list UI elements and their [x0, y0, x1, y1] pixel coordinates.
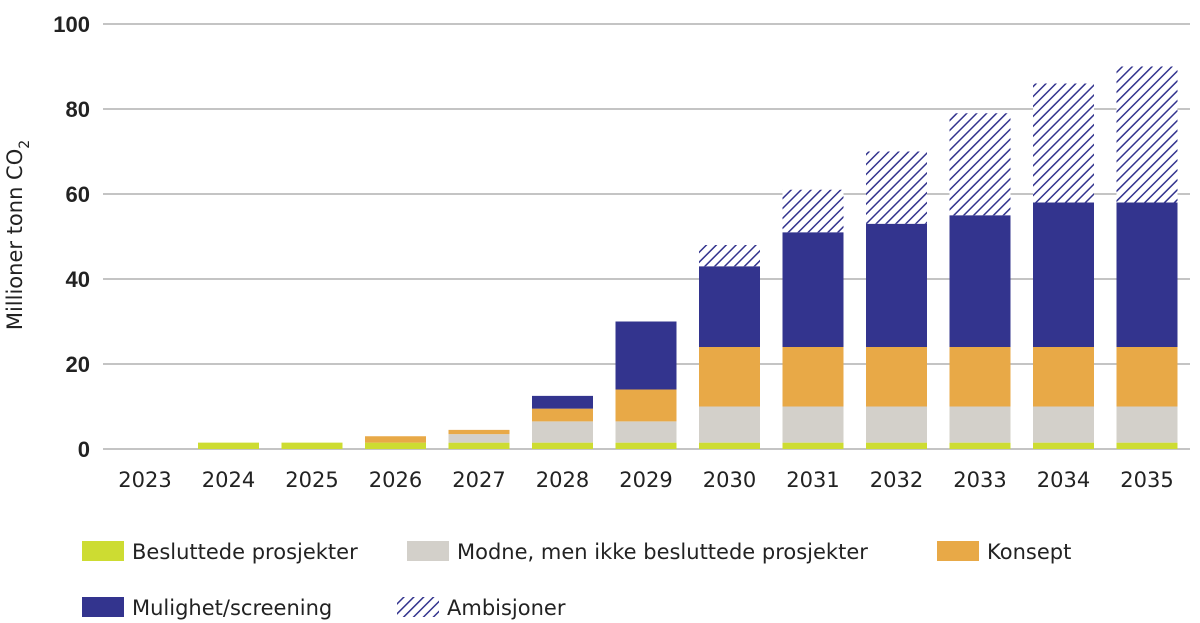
bar-2032-besluttede-prosjekter	[866, 442, 927, 450]
bar-2031-ambisjoner	[782, 189, 844, 233]
bar-2026-konsept	[365, 436, 426, 443]
bar-2032-mulighet-screening	[866, 223, 927, 347]
y-tick-label: 0	[78, 437, 90, 462]
legend-swatch-besluttede-prosjekter	[82, 541, 124, 561]
x-tick-label: 2033	[953, 468, 1006, 492]
bar-2033-modne-men-ikke-besluttede-prosjekter	[949, 406, 1011, 443]
y-tick-label: 80	[66, 97, 90, 122]
bar-2025-besluttede-prosjekter	[281, 442, 343, 450]
legend-swatch-modne-men-ikke-besluttede-prosjekter	[407, 541, 449, 561]
y-tick-label: 60	[66, 182, 90, 207]
bar-2030-mulighet-screening	[699, 266, 760, 347]
y-tick-label: 40	[66, 267, 90, 292]
bar-2029-modne-men-ikke-besluttede-prosjekter	[615, 421, 677, 443]
bar-2028-konsept	[532, 408, 593, 422]
bar-2032-ambisjoner	[866, 151, 927, 224]
legend-label-mulighet-screening: Mulighet/screening	[132, 596, 332, 620]
legend-swatch-mulighet-screening	[82, 597, 124, 617]
bar-2033-konsept	[949, 347, 1011, 407]
y-tick-label: 20	[66, 352, 90, 377]
bar-2030-konsept	[699, 347, 760, 407]
bar-2034-besluttede-prosjekter	[1033, 442, 1094, 450]
bar-2035-mulighet-screening	[1116, 202, 1178, 347]
bar-2027-modne-men-ikke-besluttede-prosjekter	[448, 434, 510, 443]
x-tick-label: 2032	[870, 468, 923, 492]
bar-2028-mulighet-screening	[532, 395, 593, 409]
bar-2034-ambisjoner	[1033, 83, 1094, 203]
bar-2033-mulighet-screening	[949, 215, 1011, 347]
x-tick-label: 2034	[1037, 468, 1090, 492]
bar-2031-modne-men-ikke-besluttede-prosjekter	[782, 406, 844, 443]
bar-2035-modne-men-ikke-besluttede-prosjekter	[1116, 406, 1178, 443]
x-tick-label: 2024	[202, 468, 255, 492]
legend-label-konsept: Konsept	[987, 540, 1071, 564]
bar-2031-konsept	[782, 347, 844, 407]
bar-2031-besluttede-prosjekter	[782, 442, 844, 450]
x-tick-label: 2023	[118, 468, 171, 492]
legend-swatch-konsept	[937, 541, 979, 561]
bar-2028-modne-men-ikke-besluttede-prosjekter	[532, 421, 593, 443]
x-tick-label: 2025	[285, 468, 338, 492]
y-axis-label: Millioner tonn CO2	[3, 140, 33, 330]
bar-2032-modne-men-ikke-besluttede-prosjekter	[866, 406, 927, 443]
bar-2024-besluttede-prosjekter	[198, 442, 259, 450]
bar-2031-mulighet-screening	[782, 232, 844, 347]
legend-label-modne-men-ikke-besluttede-prosjekter: Modne, men ikke besluttede prosjekter	[457, 540, 868, 564]
bar-2030-modne-men-ikke-besluttede-prosjekter	[699, 406, 760, 443]
x-tick-label: 2035	[1120, 468, 1173, 492]
x-tick-label: 2029	[619, 468, 672, 492]
x-tick-label: 2027	[452, 468, 505, 492]
bar-2030-besluttede-prosjekter	[699, 442, 760, 450]
legend-label-besluttede-prosjekter: Besluttede prosjekter	[132, 540, 358, 564]
bar-2034-konsept	[1033, 347, 1094, 407]
bar-2034-mulighet-screening	[1033, 202, 1094, 347]
bar-2035-ambisjoner	[1116, 66, 1178, 203]
bar-2027-besluttede-prosjekter	[448, 442, 510, 450]
bar-2030-ambisjoner	[699, 245, 760, 267]
x-tick-label: 2030	[703, 468, 756, 492]
bar-2028-besluttede-prosjekter	[532, 442, 593, 450]
x-tick-label: 2026	[369, 468, 422, 492]
bar-2035-besluttede-prosjekter	[1116, 442, 1178, 450]
legend-label-ambisjoner: Ambisjoner	[447, 596, 566, 620]
legend-swatch-ambisjoner	[397, 597, 439, 617]
y-tick-label: 100	[53, 12, 90, 37]
bar-2027-konsept	[448, 429, 510, 435]
bar-2033-besluttede-prosjekter	[949, 442, 1011, 450]
x-axis-ticks: 2023 2024 2025 2026 2027 2028 2029 2030 2031 2032…	[118, 468, 1173, 492]
bar-2029-mulighet-screening	[615, 321, 677, 390]
bar-2035-konsept	[1116, 347, 1178, 407]
legend: Besluttede prosjekter Modne, men ikke bes…	[82, 540, 1071, 620]
y-axis-ticks: 0 20 40 60 80 100	[53, 12, 90, 462]
x-tick-label: 2031	[786, 468, 839, 492]
bar-2032-konsept	[866, 347, 927, 407]
bar-2029-konsept	[615, 389, 677, 422]
bar-2033-ambisjoner	[949, 113, 1011, 216]
bar-2029-besluttede-prosjekter	[615, 442, 677, 450]
x-tick-label: 2028	[536, 468, 589, 492]
bar-2026-besluttede-prosjekter	[365, 442, 426, 450]
bars	[198, 66, 1178, 450]
bar-2034-modne-men-ikke-besluttede-prosjekter	[1033, 406, 1094, 443]
